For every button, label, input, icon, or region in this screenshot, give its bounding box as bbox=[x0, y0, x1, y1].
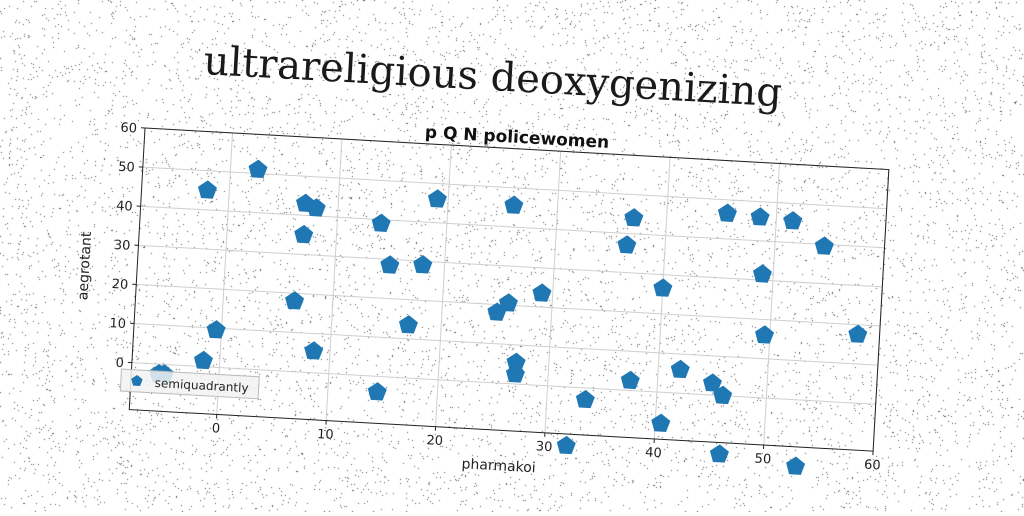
y-tick-label: 50 bbox=[118, 160, 135, 176]
y-tick-label: 60 bbox=[120, 121, 137, 137]
data-point bbox=[620, 370, 640, 389]
y-tick-label: 10 bbox=[109, 316, 126, 332]
y-tick-label: 40 bbox=[116, 199, 133, 215]
data-point bbox=[575, 389, 595, 408]
x-gridline bbox=[217, 133, 233, 415]
data-point bbox=[206, 320, 226, 339]
data-point bbox=[506, 352, 526, 371]
grid bbox=[129, 128, 889, 451]
data-point bbox=[248, 159, 268, 178]
x-gridline bbox=[436, 145, 452, 427]
x-gridline bbox=[654, 157, 670, 439]
data-point bbox=[427, 189, 447, 208]
data-point bbox=[532, 283, 552, 302]
x-tick-label: 20 bbox=[426, 433, 443, 449]
y-tick-label: 30 bbox=[113, 238, 130, 254]
x-tick-label: 50 bbox=[754, 452, 771, 468]
x-gridline bbox=[764, 163, 780, 445]
data-point bbox=[556, 435, 576, 454]
data-point bbox=[380, 255, 400, 274]
data-point bbox=[617, 235, 637, 254]
y-gridline bbox=[138, 245, 882, 287]
x-axis-label: pharmakoi bbox=[461, 456, 536, 476]
data-point bbox=[294, 224, 314, 243]
data-point bbox=[413, 255, 433, 274]
data-point bbox=[783, 211, 803, 230]
data-point bbox=[814, 236, 834, 255]
data-point bbox=[371, 213, 391, 232]
x-tick-label: 60 bbox=[864, 458, 881, 474]
data-point bbox=[304, 341, 324, 360]
data-point bbox=[624, 208, 644, 227]
data-point bbox=[717, 203, 737, 222]
data-point bbox=[750, 207, 770, 226]
data-point bbox=[670, 359, 690, 378]
data-point bbox=[709, 444, 729, 463]
x-axis-ticks: 0 10 20 30 40 50 60 bbox=[211, 414, 881, 473]
data-point bbox=[651, 413, 671, 432]
legend: semiquadrantly bbox=[120, 369, 259, 399]
x-tick-label: 40 bbox=[645, 445, 662, 461]
data-points bbox=[146, 154, 875, 478]
x-tick-label: 10 bbox=[317, 427, 334, 443]
data-point bbox=[398, 315, 418, 334]
data-point bbox=[785, 456, 805, 475]
x-tick-label: 30 bbox=[535, 439, 552, 455]
data-point bbox=[653, 278, 673, 297]
y-axis-label: aegrotant bbox=[75, 231, 95, 301]
x-gridline bbox=[326, 139, 342, 421]
data-point bbox=[754, 325, 774, 344]
data-point bbox=[848, 324, 868, 343]
y-tick-label: 20 bbox=[111, 277, 128, 293]
plot-frame bbox=[129, 128, 889, 451]
x-tick-label: 0 bbox=[211, 421, 220, 436]
data-point bbox=[367, 382, 387, 401]
data-point bbox=[197, 180, 217, 199]
data-point bbox=[504, 195, 524, 214]
